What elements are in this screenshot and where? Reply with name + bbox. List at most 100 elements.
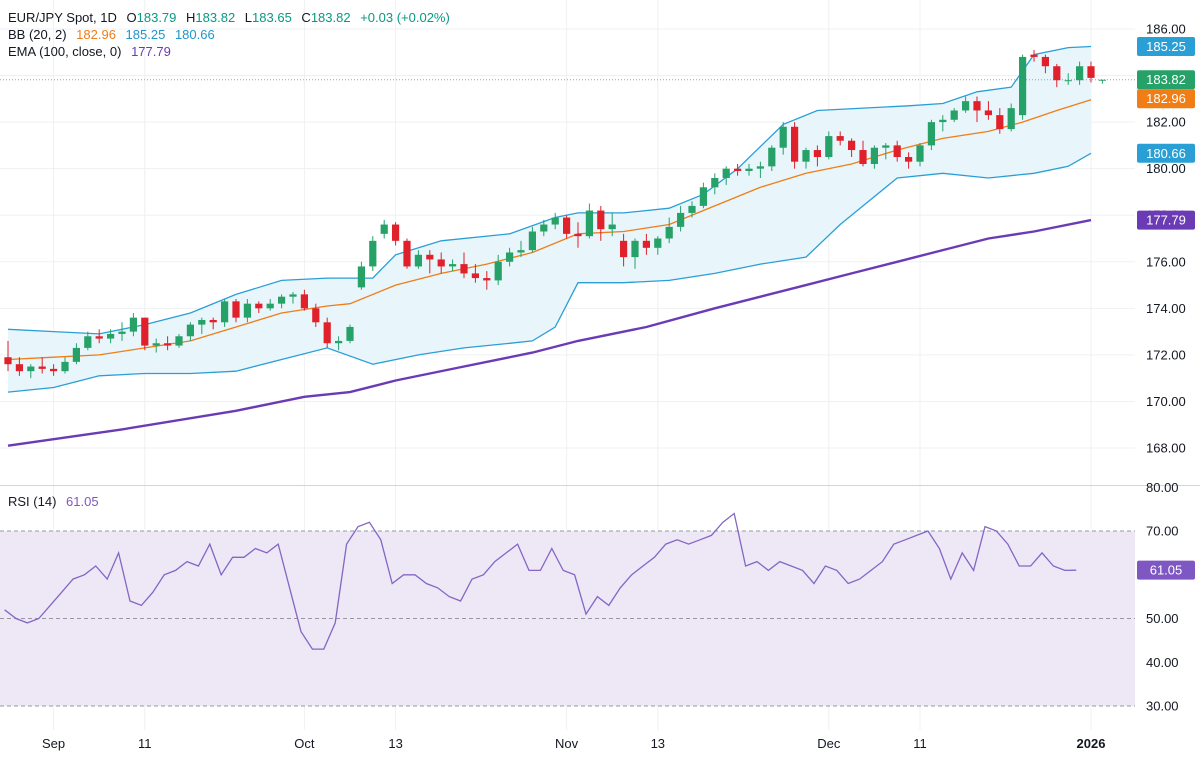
- price-tick-label: 174.00: [1146, 301, 1186, 316]
- candle: [232, 299, 240, 323]
- candle: [346, 324, 354, 344]
- candle: [84, 331, 92, 351]
- price-axis[interactable]: 186.00184.00182.00180.00178.00176.00174.…: [1146, 22, 1186, 714]
- price-badges: 185.25 183.82 182.96 180.66 177.79 61.05: [1137, 36, 1195, 580]
- time-axis[interactable]: Sep 11 Oct 13 Nov 13 Dec 11 2026: [42, 736, 1105, 751]
- badge-last-price: 183.82: [1137, 70, 1195, 90]
- bb-basis-value: 182.96: [76, 27, 116, 42]
- candle-body: [779, 126, 787, 148]
- candle-body: [1007, 108, 1015, 130]
- candle: [540, 219, 548, 237]
- candle-body: [141, 317, 149, 346]
- candle: [1041, 54, 1049, 74]
- candle: [129, 312, 137, 337]
- candle-body: [209, 319, 217, 323]
- candle: [905, 152, 913, 169]
- rsi-tick-label: 70.00: [1146, 524, 1179, 539]
- candle: [608, 212, 616, 237]
- candle: [414, 250, 422, 269]
- candle: [699, 182, 707, 209]
- candle: [289, 292, 297, 304]
- candle-body: [506, 252, 514, 262]
- candle: [494, 254, 502, 286]
- candle-body: [905, 157, 913, 162]
- candle: [186, 322, 194, 341]
- bb-lower-value: 180.66: [174, 27, 215, 42]
- candle: [50, 364, 58, 376]
- candle: [449, 259, 457, 272]
- candle-body: [1041, 56, 1049, 67]
- candle-body: [1030, 54, 1038, 57]
- candle-body: [870, 147, 878, 165]
- low-number: 183.65: [252, 10, 292, 25]
- candle: [209, 317, 217, 330]
- candle: [164, 336, 172, 351]
- candle-body: [711, 177, 719, 188]
- candle: [1030, 49, 1038, 62]
- candle: [973, 96, 981, 123]
- ema-legend[interactable]: EMA (100, close, 0) 177.79: [8, 43, 177, 60]
- rsi-tick-label: 40.00: [1146, 655, 1179, 670]
- price-tick-label: 182.00: [1146, 115, 1186, 130]
- open-value: O183.79: [127, 10, 177, 25]
- candle: [27, 364, 35, 379]
- candle-body: [1076, 66, 1084, 81]
- bb-legend[interactable]: BB (20, 2) 182.96 185.25 180.66: [8, 26, 221, 43]
- ema-label[interactable]: EMA (100, close, 0): [8, 44, 122, 59]
- candle: [198, 317, 206, 334]
- candle-body: [791, 126, 799, 162]
- candle-body: [882, 145, 890, 148]
- candle-body: [118, 331, 126, 334]
- candle: [1053, 63, 1061, 88]
- main-legend[interactable]: EUR/JPY Spot, 1D O183.79 H183.82 L183.65…: [8, 9, 456, 26]
- price-tick-label: 170.00: [1146, 394, 1186, 409]
- candle: [677, 205, 685, 232]
- candle-body: [563, 217, 571, 234]
- rsi-legend[interactable]: RSI (14) 61.05: [8, 493, 105, 510]
- candle: [243, 299, 251, 323]
- candle-body: [551, 217, 559, 225]
- candle-body: [540, 224, 548, 232]
- candle-body: [654, 238, 662, 248]
- candle: [756, 161, 764, 178]
- badge-rsi-text: 61.05: [1150, 563, 1183, 578]
- candle-body: [50, 368, 58, 372]
- candle: [118, 322, 126, 341]
- time-tick-label: Nov: [555, 736, 579, 751]
- candle-body: [950, 110, 958, 120]
- rsi-tick-label: 50.00: [1146, 611, 1179, 626]
- candle: [665, 217, 673, 244]
- badge-bb-upper-text: 185.25: [1146, 39, 1186, 54]
- candle: [722, 166, 730, 185]
- candle-body: [129, 317, 137, 332]
- candle: [403, 238, 411, 269]
- candle-body: [768, 147, 776, 167]
- candle-body: [403, 240, 411, 267]
- price-tick-label: 180.00: [1146, 161, 1186, 176]
- candle: [392, 222, 400, 246]
- badge-bb-lower-box: [1137, 143, 1195, 163]
- time-tick-label: 11: [913, 736, 927, 751]
- rsi-label[interactable]: RSI (14): [8, 494, 57, 509]
- low-label: L: [244, 10, 253, 25]
- candle-body: [312, 308, 320, 323]
- candle-body: [734, 168, 742, 171]
- candle: [642, 233, 650, 255]
- bb-label[interactable]: BB (20, 2): [8, 27, 67, 42]
- badge-ema: 177.79: [1137, 210, 1195, 230]
- rsi-series: [4, 512, 1077, 650]
- candle: [848, 138, 856, 158]
- candle-body: [916, 145, 924, 162]
- candle: [688, 201, 696, 218]
- candle: [996, 108, 1004, 134]
- ema-line: [0, 79, 1135, 447]
- symbol-label[interactable]: EUR/JPY Spot, 1D: [8, 10, 117, 25]
- candle-body: [825, 136, 833, 158]
- candle-body: [585, 210, 593, 237]
- bb-upper-value: 185.25: [125, 27, 166, 42]
- badge-bb-lower: 180.66: [1137, 143, 1195, 163]
- close-value: C183.82: [301, 10, 350, 25]
- badge-bb-upper: 185.25: [1137, 36, 1195, 56]
- high-label: H: [186, 10, 196, 25]
